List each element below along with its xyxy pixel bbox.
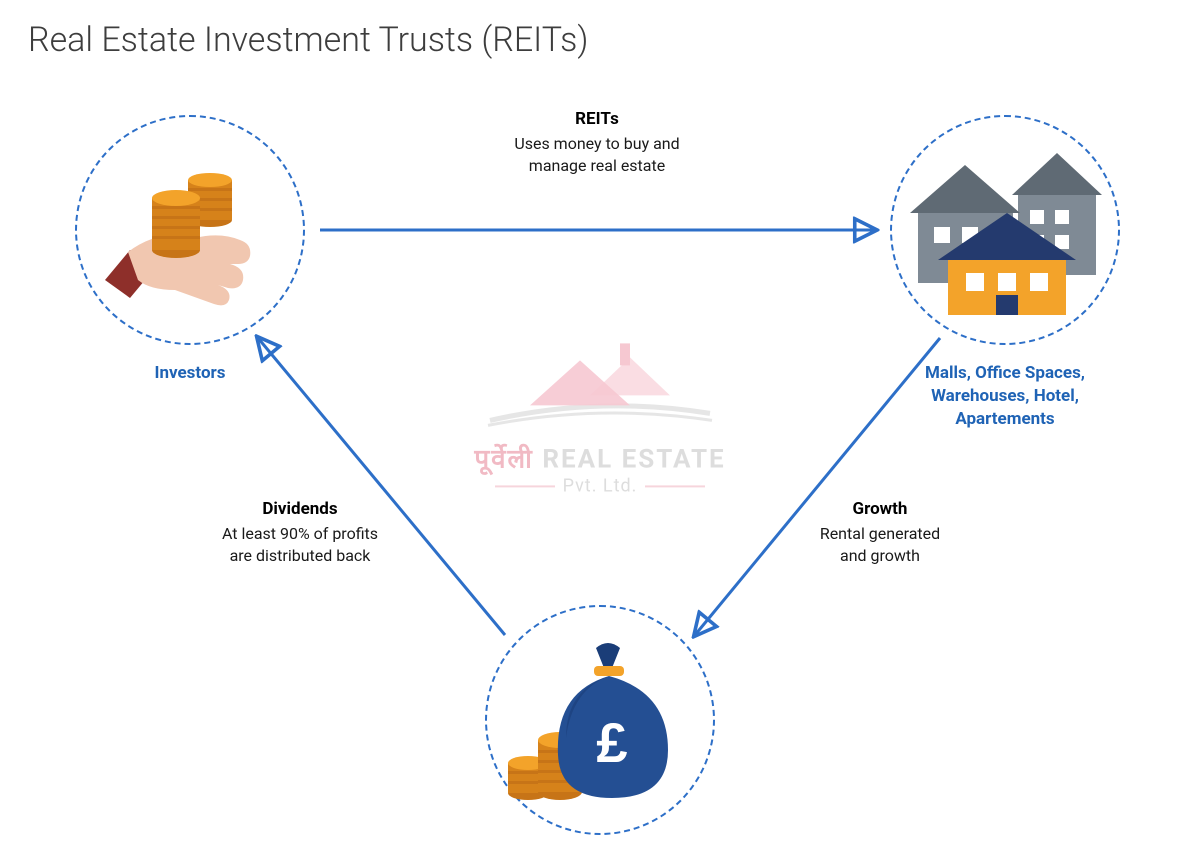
edge-reits-sub: Uses money to buy and manage real estate: [447, 133, 747, 176]
edge-dividends-sub: At least 90% of profits are distributed …: [160, 523, 440, 566]
money-bag-icon: £: [500, 620, 700, 820]
node-investors-label: Investors: [90, 362, 290, 385]
edge-growth-label: Growth Rental generated and growth: [760, 498, 1000, 566]
node-properties: [890, 115, 1120, 345]
edge-dividends-label: Dividends At least 90% of profits are di…: [160, 498, 440, 566]
node-investors: [75, 115, 305, 345]
edge-reits-label: REITs Uses money to buy and manage real …: [447, 108, 747, 176]
buildings-icon: [900, 135, 1110, 325]
node-returns: £: [485, 605, 715, 835]
watermark-line1-dev: पूर्वेली: [474, 444, 534, 473]
node-properties-label: Malls, Office Spaces, Warehouses, Hotel,…: [880, 362, 1130, 431]
svg-text:£: £: [596, 711, 627, 774]
watermark-logo: पूर्वेली REAL ESTATE Pvt. Ltd.: [470, 325, 730, 496]
edge-growth-sub: Rental generated and growth: [760, 523, 1000, 566]
edge-reits-heading: REITs: [447, 108, 747, 131]
page-title: Real Estate Investment Trusts (REITs): [28, 20, 588, 60]
hand-coins-icon: [100, 140, 280, 320]
edge-growth-heading: Growth: [760, 498, 1000, 521]
edge-dividends-heading: Dividends: [160, 498, 440, 521]
watermark-line1-rest: REAL ESTATE: [534, 444, 726, 474]
watermark-line2: Pvt. Ltd.: [563, 475, 638, 496]
